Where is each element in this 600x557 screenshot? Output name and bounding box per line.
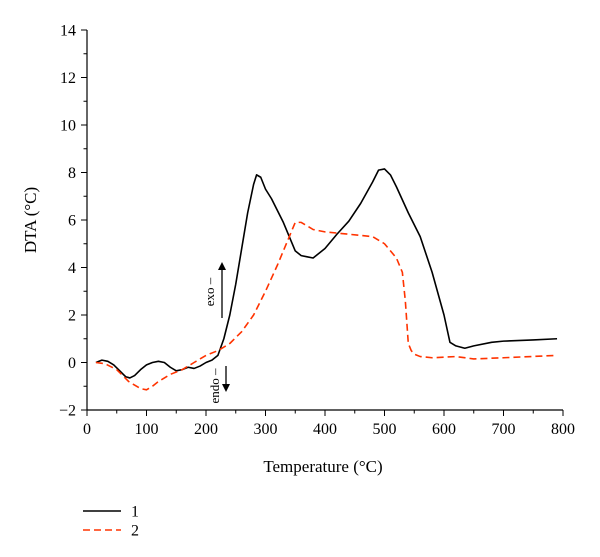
- x-tick-label: 400: [313, 421, 337, 438]
- x-axis-label: Temperature (°C): [263, 457, 382, 476]
- y-tick-label: 12: [60, 70, 76, 87]
- y-tick-label: 14: [60, 23, 76, 40]
- x-tick-label: 100: [135, 421, 159, 438]
- endo-arrowhead: [222, 384, 230, 392]
- x-tick-label: 700: [492, 421, 516, 438]
- x-tick-label: 600: [432, 421, 456, 438]
- legend-label-2: 2: [131, 523, 139, 540]
- y-tick-label: 8: [68, 165, 76, 182]
- series-1-line: [95, 168, 558, 379]
- y-tick-label: 6: [68, 213, 76, 230]
- annotations: exo – endo –: [202, 262, 230, 404]
- series-2-line: [95, 221, 558, 391]
- y-tick-label: 4: [68, 260, 76, 277]
- exo-label: exo –: [202, 277, 217, 306]
- exo-arrowhead: [218, 262, 226, 270]
- endo-label: endo –: [207, 368, 222, 404]
- x-tick-label: 500: [373, 421, 397, 438]
- y-axis-label: DTA (°C): [21, 187, 40, 253]
- x-tick-label: 200: [194, 421, 218, 438]
- series-layer: [95, 168, 558, 391]
- y-tick-label: 10: [60, 118, 76, 135]
- y-tick-label: 2: [68, 308, 76, 325]
- y-tick-label: −2: [59, 403, 76, 420]
- x-tick-label: 800: [551, 421, 575, 438]
- legend: 12: [83, 504, 139, 540]
- x-tick-label: 300: [254, 421, 278, 438]
- y-tick-label: 0: [68, 355, 76, 372]
- legend-label-1: 1: [131, 504, 139, 521]
- axes: 0 100 200 300 400 500 600 700 800 −2 0 2 4 6 8 10 12 14: [59, 23, 575, 439]
- x-tick-label: 0: [83, 421, 91, 438]
